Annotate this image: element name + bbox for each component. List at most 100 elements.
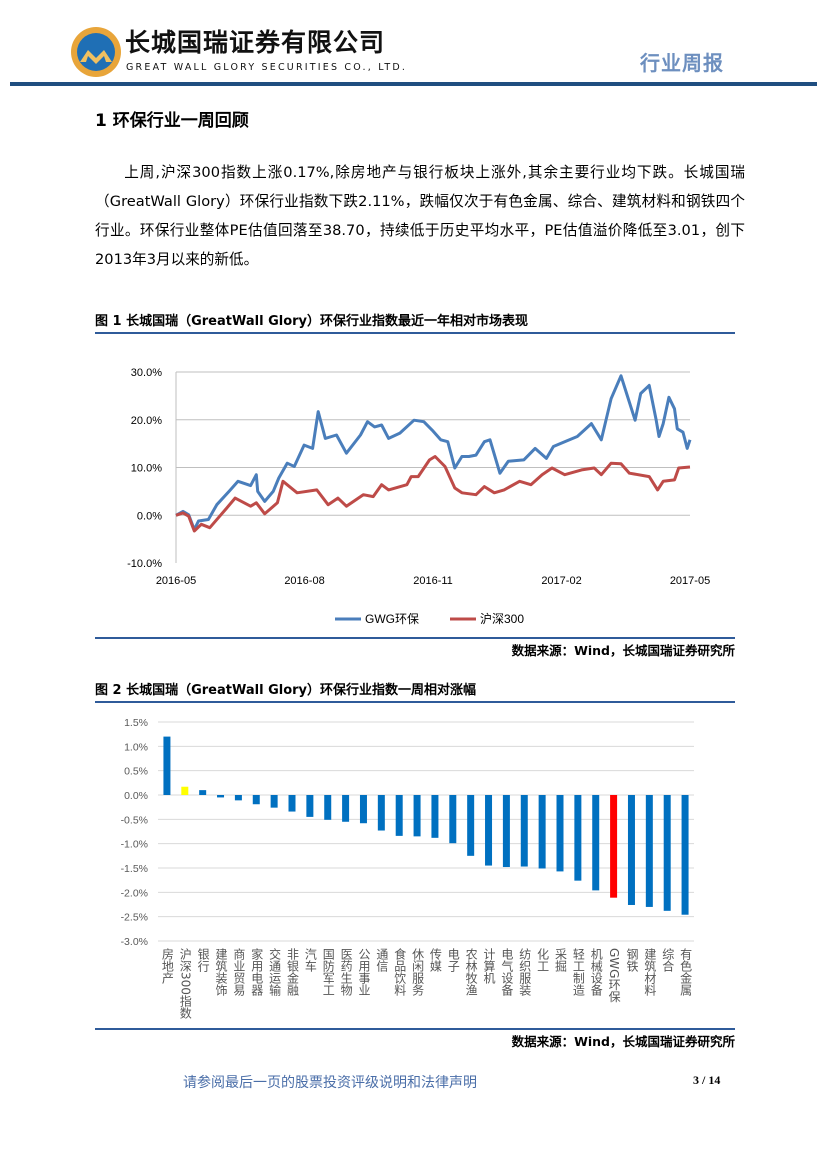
x-category-label: 休闲服务: [410, 948, 425, 996]
bar-chart: 1.5% 1.0% 0.5% 0.0% -0.5% -1.0% -1.5% -2.0% -2.5…: [121, 717, 694, 948]
y-tick-label: 30.0%: [131, 367, 162, 379]
x-category-label: 房地产: [160, 948, 175, 984]
figure1-source: 数据来源：Wind，长城国瑞证券研究所: [511, 643, 735, 658]
y-tick-label: 1.5%: [124, 717, 148, 729]
y-tick-label: 0.0%: [124, 790, 148, 802]
x-category-label: 综合: [660, 948, 675, 972]
bar: [431, 795, 439, 838]
x-tick-label: 2016-08: [284, 575, 324, 587]
header-divider: [10, 82, 817, 86]
bar: [377, 795, 385, 831]
figure1-title: 图 1 长城国瑞（GreatWall Glory）环保行业指数最近一年相对市场表…: [95, 314, 529, 329]
x-category-label: 汽车: [303, 948, 318, 972]
bar: [574, 795, 582, 881]
y-tick-label: -3.0%: [121, 936, 148, 948]
x-category-label: 医药生物: [339, 948, 354, 996]
series-line-1: [175, 455, 691, 533]
x-tick-label: 2017-05: [670, 575, 710, 587]
x-category-label: 银行: [196, 948, 211, 972]
figure2-top-rule: [95, 701, 735, 703]
x-category-label: 建筑装饰: [214, 948, 229, 996]
y-tick-label: -0.5%: [121, 814, 148, 826]
bar: [395, 795, 403, 836]
bar: [485, 795, 493, 866]
x-category-label: 机械设备: [589, 948, 604, 996]
x-category-label: 商业贸易: [231, 948, 246, 996]
x-category-label: 钢铁: [624, 948, 639, 972]
y-tick-label: 0.5%: [124, 766, 148, 778]
bar: [467, 795, 475, 856]
x-category-label: 有色金属: [678, 948, 693, 996]
bar: [252, 795, 260, 805]
x-category-label: 传媒: [428, 948, 443, 972]
y-tick-label: -1.5%: [121, 863, 148, 875]
section-title: 1 环保行业一周回顾: [95, 111, 249, 131]
bar: [306, 795, 314, 817]
bar: [234, 795, 242, 801]
x-category-label: 食品饮料: [392, 948, 407, 996]
company-name-en: GREAT WALL GLORY SECURITIES CO., LTD.: [126, 62, 408, 73]
x-tick-label: 2016-11: [413, 575, 453, 587]
bar: [359, 795, 367, 824]
x-category-label: 化工: [535, 948, 550, 972]
x-tick-label: 2017-02: [541, 575, 581, 587]
bar: [502, 795, 510, 868]
x-category-label: 建筑材料: [642, 948, 657, 996]
x-category-label: 通信: [374, 948, 389, 972]
bar: [449, 795, 457, 844]
x-category-label: 电子: [446, 948, 461, 972]
x-category-label: 计算机: [482, 948, 497, 984]
bar: [413, 795, 421, 837]
company-logo: [70, 26, 122, 78]
y-tick-label: -1.0%: [121, 839, 148, 851]
y-tick-label: 0.0%: [137, 510, 162, 522]
bar: [163, 736, 171, 795]
bar: [288, 795, 296, 812]
x-category-label: 电气设备: [499, 948, 514, 996]
x-tick-label: 2016-05: [156, 575, 196, 587]
x-category-label: 纺织服装: [517, 948, 532, 996]
x-category-label: 交通运输: [267, 948, 282, 996]
bar: [520, 795, 528, 867]
line-chart: -10.0% 0.0% 10.0% 20.0% 30.0% 2016-05 2016-08 2…: [127, 367, 710, 626]
x-category-label: 轻工制造: [571, 948, 586, 996]
y-tick-label: -2.5%: [121, 912, 148, 924]
x-category-label: 农林牧渔: [464, 948, 479, 996]
bar: [681, 795, 689, 915]
footer-disclaimer: 请参阅最后一页的股票投资评级说明和法律声明: [183, 1075, 477, 1091]
paragraph-text: 上周,沪深300指数上涨0.17%,除房地产与银行板块上涨外,其余主要行业均下跌…: [95, 164, 745, 268]
bar: [663, 795, 671, 911]
y-tick-label: -2.0%: [121, 887, 148, 899]
bar: [538, 795, 546, 869]
figure1-top-rule: [95, 332, 735, 334]
bar: [270, 795, 278, 808]
legend-label: 沪深300: [480, 612, 524, 626]
bar: [324, 795, 332, 820]
page-number: 3 / 14: [693, 1073, 721, 1087]
x-category-label: GWG环保: [607, 948, 622, 1003]
x-category-label: 公用事业: [356, 948, 371, 996]
section-paragraph: 上周,沪深300指数上涨0.17%,除房地产与银行板块上涨外,其余主要行业均下跌…: [95, 158, 745, 274]
figure1-bottom-rule: [95, 637, 735, 639]
bar: [610, 795, 618, 898]
y-tick-label: 1.0%: [124, 741, 148, 753]
company-name: 长城国瑞证券有限公司: [125, 28, 386, 57]
bar: [592, 795, 600, 891]
report-type: 行业周报: [640, 51, 724, 75]
figure2-bottom-rule: [95, 1028, 735, 1030]
series-line-0: [175, 374, 692, 532]
x-category-label: 沪深300指数: [178, 948, 193, 1019]
y-tick-label: 10.0%: [131, 463, 162, 475]
bar: [199, 790, 207, 795]
x-category-label: 家用电器: [249, 948, 264, 996]
x-category-label: 国防军工: [321, 948, 336, 996]
y-tick-label: 20.0%: [131, 415, 162, 427]
y-tick-label: -10.0%: [127, 558, 162, 570]
bar: [627, 795, 635, 905]
x-category-label: 非银金融: [285, 948, 300, 996]
bar: [645, 795, 653, 907]
bar: [181, 786, 189, 795]
bar: [556, 795, 564, 872]
legend-label: GWG环保: [365, 612, 419, 626]
bar: [342, 795, 350, 822]
